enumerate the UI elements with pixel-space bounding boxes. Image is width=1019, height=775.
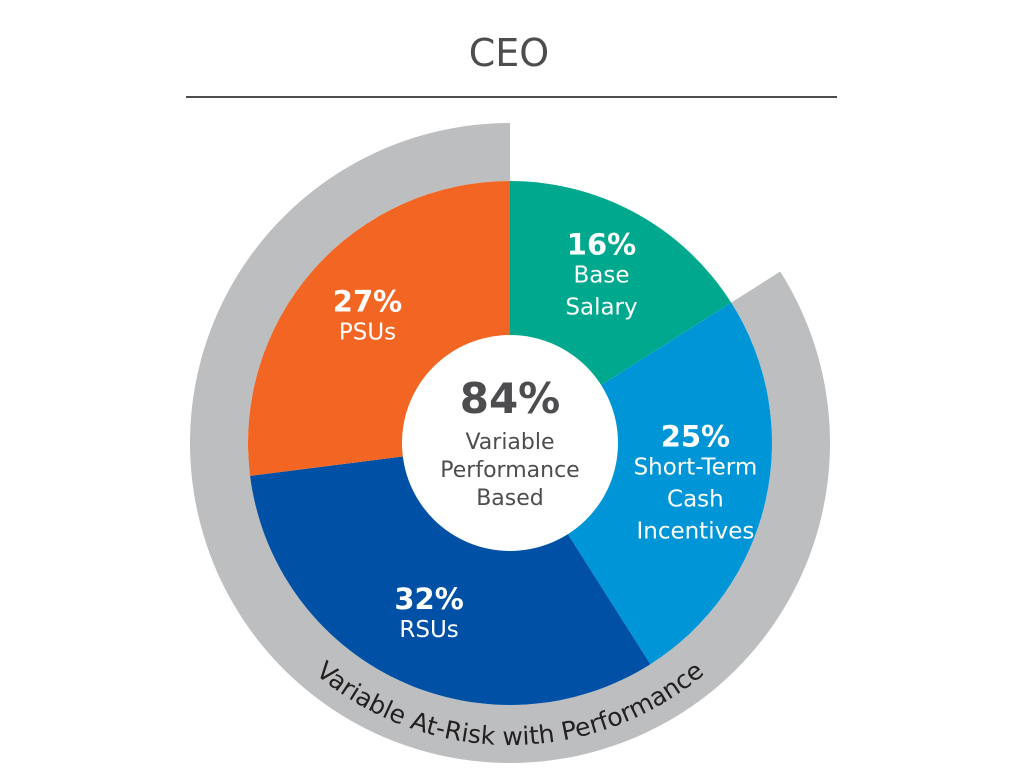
value-label-base-salary: 16% [567,228,636,262]
center-label-line-1: Variable [465,430,554,455]
center-circle [402,335,618,551]
category-label-base-salary-2: Salary [565,295,637,321]
value-label-psus: 27% [333,284,402,318]
category-label-short-term-cash-incentives-3: Incentives [636,518,754,544]
center-label-line-2: Performance [440,458,579,483]
category-label-short-term-cash-incentives-1: Short-Term [634,454,758,480]
slice-short-term-cash-incentives [510,302,772,665]
value-label-rsus: 32% [394,582,463,616]
center-label-line-3: Based [476,486,544,511]
category-label-rsus-1: RSUs [399,617,458,643]
category-label-base-salary-1: Base [573,263,629,289]
value-label-short-term-cash-incentives: 25% [661,419,730,453]
category-label-short-term-cash-incentives-2: Cash [667,486,724,512]
chart-title: CEO [469,31,549,75]
center-value: 84% [460,374,561,423]
category-label-psus-1: PSUs [339,319,396,345]
